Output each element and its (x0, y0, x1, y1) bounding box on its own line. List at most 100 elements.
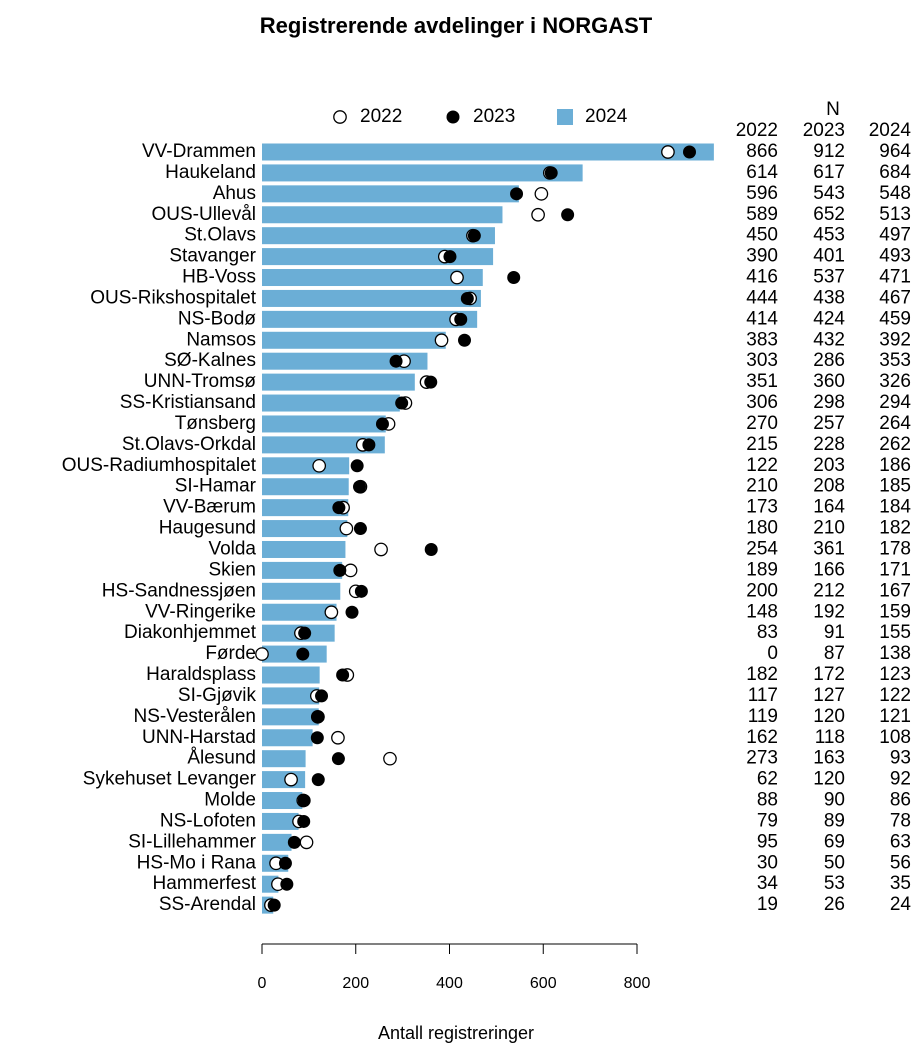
table-value: 127 (813, 685, 845, 706)
table-value: 264 (879, 413, 911, 434)
table-value: 118 (815, 727, 845, 748)
table-value: 172 (813, 664, 845, 685)
table-column-header: 2024 (869, 120, 912, 141)
bar (262, 394, 400, 412)
table-value: 614 (746, 162, 778, 183)
table-value: 90 (824, 790, 845, 811)
table-value: 167 (879, 580, 911, 601)
category-label: Tønsberg (175, 413, 256, 434)
table-value: 53 (824, 873, 845, 894)
bar (262, 729, 313, 747)
table-value: 83 (757, 622, 778, 643)
table-value: 200 (746, 580, 778, 601)
table-value: 178 (879, 538, 911, 559)
category-label: Ålesund (187, 748, 256, 769)
table-value: 513 (879, 204, 911, 225)
bar (262, 457, 350, 475)
table-header: N (826, 99, 840, 120)
dot-filled (467, 229, 481, 243)
dot-open (324, 605, 339, 620)
bar (262, 645, 327, 663)
table-value: 88 (757, 790, 778, 811)
table-value: 69 (824, 831, 845, 852)
table-value: 416 (746, 267, 778, 288)
table-value: 401 (813, 246, 845, 267)
bar (262, 269, 483, 287)
category-label: SS-Kristiansand (120, 392, 256, 413)
category-label: Namsos (186, 329, 256, 350)
table-value: 24 (890, 894, 912, 915)
bar (262, 415, 386, 433)
table-value: 121 (879, 706, 911, 727)
table-value: 444 (746, 287, 778, 308)
category-label: HS-Sandnessjøen (102, 580, 256, 601)
table-value: 212 (813, 580, 845, 601)
dot-filled (443, 250, 457, 264)
table-value: 471 (879, 267, 911, 288)
table-value: 95 (757, 831, 778, 852)
legend-swatch (333, 110, 347, 124)
bar (262, 185, 519, 203)
table-value: 87 (824, 643, 845, 664)
category-label: VV-Ringerike (145, 601, 256, 622)
table-value: 912 (813, 141, 845, 162)
category-label: UNN-Tromsø (144, 371, 257, 392)
table-value: 19 (757, 894, 778, 915)
category-label: HB-Voss (182, 267, 256, 288)
bar (262, 687, 320, 705)
legend-label: 2023 (473, 106, 515, 127)
table-value: 171 (879, 559, 911, 580)
bar (262, 373, 415, 391)
category-label: SI-Hamar (175, 476, 257, 497)
table-value: 164 (813, 497, 845, 518)
dot-filled (362, 438, 376, 452)
dot-filled (354, 584, 368, 598)
table-value: 210 (746, 476, 778, 497)
dot-filled (311, 773, 325, 787)
dot-filled (375, 417, 389, 431)
x-tick-label: 0 (258, 975, 267, 992)
x-tick-label: 200 (342, 975, 369, 992)
table-value: 424 (813, 308, 845, 329)
dot-filled (287, 835, 301, 849)
bar (262, 812, 299, 830)
table-value: 383 (746, 329, 778, 350)
table-value: 186 (879, 455, 911, 476)
table-value: 453 (813, 225, 845, 246)
table-value: 86 (890, 790, 911, 811)
bar (262, 227, 495, 245)
category-label: Haukeland (165, 162, 256, 183)
table-value: 91 (824, 622, 845, 643)
legend-label: 2022 (360, 106, 402, 127)
category-label: VV-Bærum (163, 497, 256, 518)
bar (262, 750, 306, 768)
dot-open (312, 458, 327, 473)
table-value: 684 (879, 162, 911, 183)
dot-open (374, 542, 388, 557)
dot-filled (280, 877, 294, 891)
category-label: Haraldsplass (146, 664, 256, 685)
table-value: 617 (813, 162, 845, 183)
x-axis-label: Antall registreringer (378, 1023, 534, 1043)
table-value: 450 (746, 225, 778, 246)
bar (262, 331, 446, 349)
table-value: 56 (890, 852, 911, 873)
table-value: 34 (757, 873, 779, 894)
dot-filled (310, 731, 324, 745)
table-value: 964 (879, 141, 911, 162)
category-label: Førde (205, 643, 256, 664)
table-value: 361 (813, 538, 845, 559)
dot-filled (424, 375, 438, 389)
table-value: 119 (748, 706, 778, 727)
dot-filled (311, 710, 325, 724)
bar (262, 310, 478, 328)
table-value: 189 (746, 559, 778, 580)
category-label: NS-Bodø (178, 308, 257, 329)
table-value: 89 (824, 810, 845, 831)
bar (262, 289, 481, 307)
dot-open (450, 270, 464, 285)
category-label: Haugesund (159, 518, 256, 539)
dot-open (383, 751, 397, 766)
table-value: 537 (813, 267, 845, 288)
table-value: 26 (824, 894, 845, 915)
